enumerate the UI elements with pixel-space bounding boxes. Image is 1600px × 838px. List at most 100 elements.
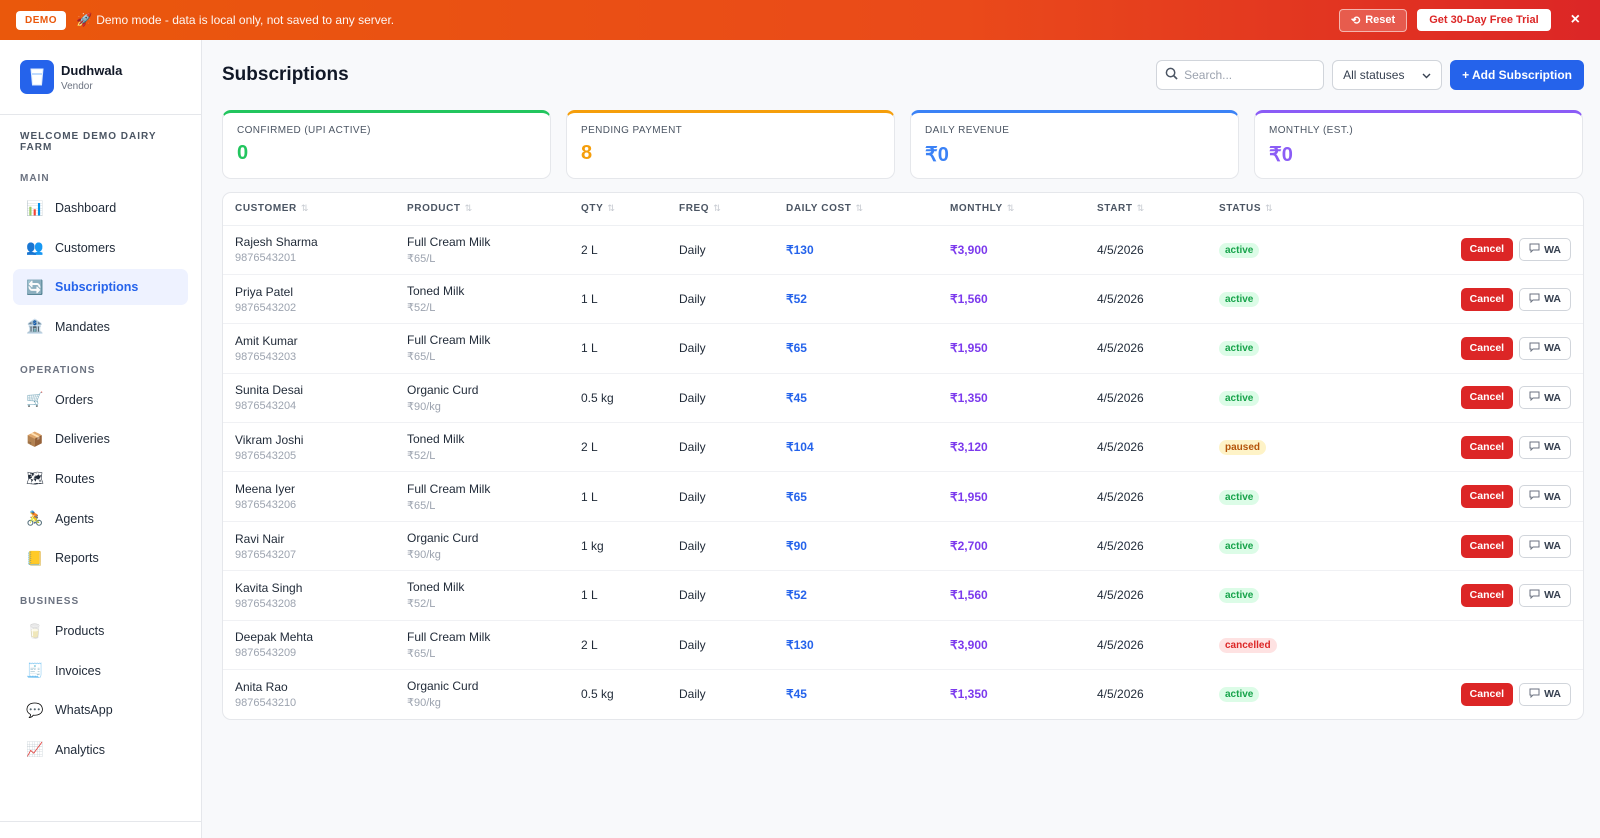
brand-role: Vendor (61, 80, 93, 92)
column-header[interactable]: START ⇅ (1085, 193, 1207, 226)
cancel-button[interactable]: Cancel (1460, 485, 1514, 509)
monthly-cost: ₹1,560 (950, 292, 988, 307)
cell-qty: 0.5 kg (569, 373, 667, 424)
column-header[interactable]: STATUS ⇅ (1207, 193, 1327, 226)
cell-freq: Daily (667, 620, 774, 671)
cell-daily-cost: ₹90 (774, 521, 938, 572)
cancel-button[interactable]: Cancel (1460, 238, 1514, 262)
customer-name: Priya Patel (235, 284, 294, 299)
cell-monthly: ₹3,120 (938, 422, 1085, 473)
refresh-icon: 🔄 (26, 278, 44, 295)
search-input[interactable] (1184, 68, 1305, 82)
cell-actions: Cancel WA (1327, 521, 1583, 572)
column-header[interactable]: MONTHLY ⇅ (938, 193, 1085, 226)
cancel-button[interactable]: Cancel (1460, 682, 1514, 706)
sidebar-item-agents[interactable]: 🚴 Agents (13, 501, 188, 537)
status-badge: active (1219, 390, 1260, 406)
cell-status: active (1207, 274, 1327, 325)
column-header[interactable]: CUSTOMER ⇅ (223, 193, 395, 226)
cell-actions: Cancel WA (1327, 670, 1583, 719)
cancel-button[interactable]: Cancel (1460, 386, 1514, 410)
stat-card: DAILY REVENUE ₹0 (910, 110, 1239, 179)
product-price: ₹65/L (407, 351, 436, 364)
whatsapp-button[interactable]: WA (1519, 583, 1571, 607)
table-row: Kavita Singh 9876543208 Toned Milk ₹52/L 1 L… (223, 570, 1583, 621)
cell-qty: 0.5 kg (581, 687, 614, 702)
sidebar-item-products[interactable]: 🥛 Products (13, 613, 188, 649)
demo-banner: DEMO 🚀 Demo mode - data is local only, n… (0, 0, 1600, 40)
product-price: ₹52/L (407, 598, 436, 611)
cell-monthly: ₹1,350 (938, 670, 1085, 719)
column-header[interactable]: DAILY COST ⇅ (774, 193, 938, 226)
sidebar-item-reports[interactable]: 📒 Reports (13, 540, 188, 576)
product-price: ₹90/kg (407, 697, 441, 710)
whatsapp-label: WA (1544, 490, 1561, 503)
row-actions: Cancel WA (1339, 583, 1571, 607)
users-icon: 👥 (26, 239, 44, 256)
sidebar-item-analytics[interactable]: 📈 Analytics (13, 732, 188, 768)
chat-bubble-icon (1529, 540, 1540, 553)
demo-badge: DEMO (16, 10, 66, 30)
sidebar-item-subscriptions[interactable]: 🔄 Subscriptions (13, 269, 188, 306)
cell-start: 4/5/2026 (1085, 620, 1207, 671)
status-filter-select[interactable]: All statuses (1332, 60, 1443, 90)
cell-qty: 1 L (569, 570, 667, 621)
whatsapp-button[interactable]: WA (1519, 386, 1571, 410)
close-icon[interactable]: × (1570, 11, 1580, 28)
sort-icon: ⇅ (1006, 203, 1015, 214)
sidebar-item-mandates[interactable]: 🏦 Mandates (13, 309, 188, 345)
cell-daily-cost: ₹65 (774, 471, 938, 522)
sidebar-item-customers[interactable]: 👥 Customers (13, 230, 188, 266)
reset-button[interactable]: ⟲ Reset (1339, 8, 1408, 32)
sidebar-item-dashboard[interactable]: 📊 Dashboard (13, 190, 188, 226)
cell-customer: Meena Iyer 9876543206 (223, 471, 395, 522)
whatsapp-button[interactable]: WA (1519, 435, 1571, 459)
cancel-button[interactable]: Cancel (1460, 336, 1514, 360)
cancel-button[interactable]: Cancel (1460, 583, 1514, 607)
whatsapp-button[interactable]: WA (1519, 485, 1571, 509)
cancel-button[interactable]: Cancel (1460, 287, 1514, 311)
bar-chart-icon: 📊 (26, 199, 44, 216)
column-header[interactable]: FREQ ⇅ (667, 193, 774, 226)
sidebar-item-whatsapp[interactable]: 💬 WhatsApp (13, 692, 188, 728)
customer-phone: 9876543206 (235, 499, 297, 512)
sidebar: Dudhwala Vendor WELCOME DEMO DAIRY FARM … (0, 40, 202, 838)
sidebar-item-label: Agents (55, 511, 94, 526)
search-box[interactable] (1156, 60, 1325, 90)
free-trial-button[interactable]: Get 30-Day Free Trial (1417, 9, 1551, 31)
sidebar-item-invoices[interactable]: 🧾 Invoices (13, 653, 188, 689)
customer-name: Vikram Joshi (235, 432, 304, 447)
cell-customer: Deepak Mehta 9876543209 (223, 620, 395, 671)
sidebar-item-label: Deliveries (55, 432, 110, 447)
cell-customer: Anita Rao 9876543210 (223, 670, 395, 719)
customer-name: Amit Kumar (235, 333, 298, 348)
monthly-cost: ₹1,950 (950, 489, 988, 504)
whatsapp-button[interactable]: WA (1519, 238, 1571, 262)
customer-phone: 9876543204 (235, 400, 297, 413)
add-subscription-button[interactable]: + Add Subscription (1450, 60, 1584, 90)
sidebar-item-orders[interactable]: 🛒 Orders (13, 382, 188, 418)
sidebar-item-label: WhatsApp (55, 703, 113, 718)
sort-icon: ⇅ (607, 203, 616, 214)
column-header[interactable]: PRODUCT ⇅ (395, 193, 569, 226)
whatsapp-button[interactable]: WA (1519, 287, 1571, 311)
row-actions: Cancel WA (1339, 336, 1571, 360)
whatsapp-button[interactable]: WA (1519, 682, 1571, 706)
cancel-button[interactable]: Cancel (1460, 534, 1514, 558)
cell-product: Organic Curd ₹90/kg (395, 521, 569, 572)
cancel-button[interactable]: Cancel (1460, 435, 1514, 459)
section-operations: OPERATIONS (20, 364, 96, 376)
page-title: Subscriptions (222, 64, 349, 85)
chat-bubble-icon (1529, 342, 1540, 355)
cell-monthly: ₹2,700 (938, 521, 1085, 572)
cell-freq: Daily (667, 422, 774, 473)
sidebar-item-deliveries[interactable]: 📦 Deliveries (13, 421, 188, 457)
whatsapp-button[interactable]: WA (1519, 534, 1571, 558)
sidebar-item-routes[interactable]: 🗺 Routes (13, 461, 188, 497)
column-header[interactable]: QTY ⇅ (569, 193, 667, 226)
brand[interactable]: Dudhwala Vendor (0, 40, 201, 115)
chat-bubble-icon: 💬 (26, 701, 44, 718)
cell-freq: Daily (667, 570, 774, 621)
cell-status: active (1207, 471, 1327, 522)
whatsapp-button[interactable]: WA (1519, 336, 1571, 360)
